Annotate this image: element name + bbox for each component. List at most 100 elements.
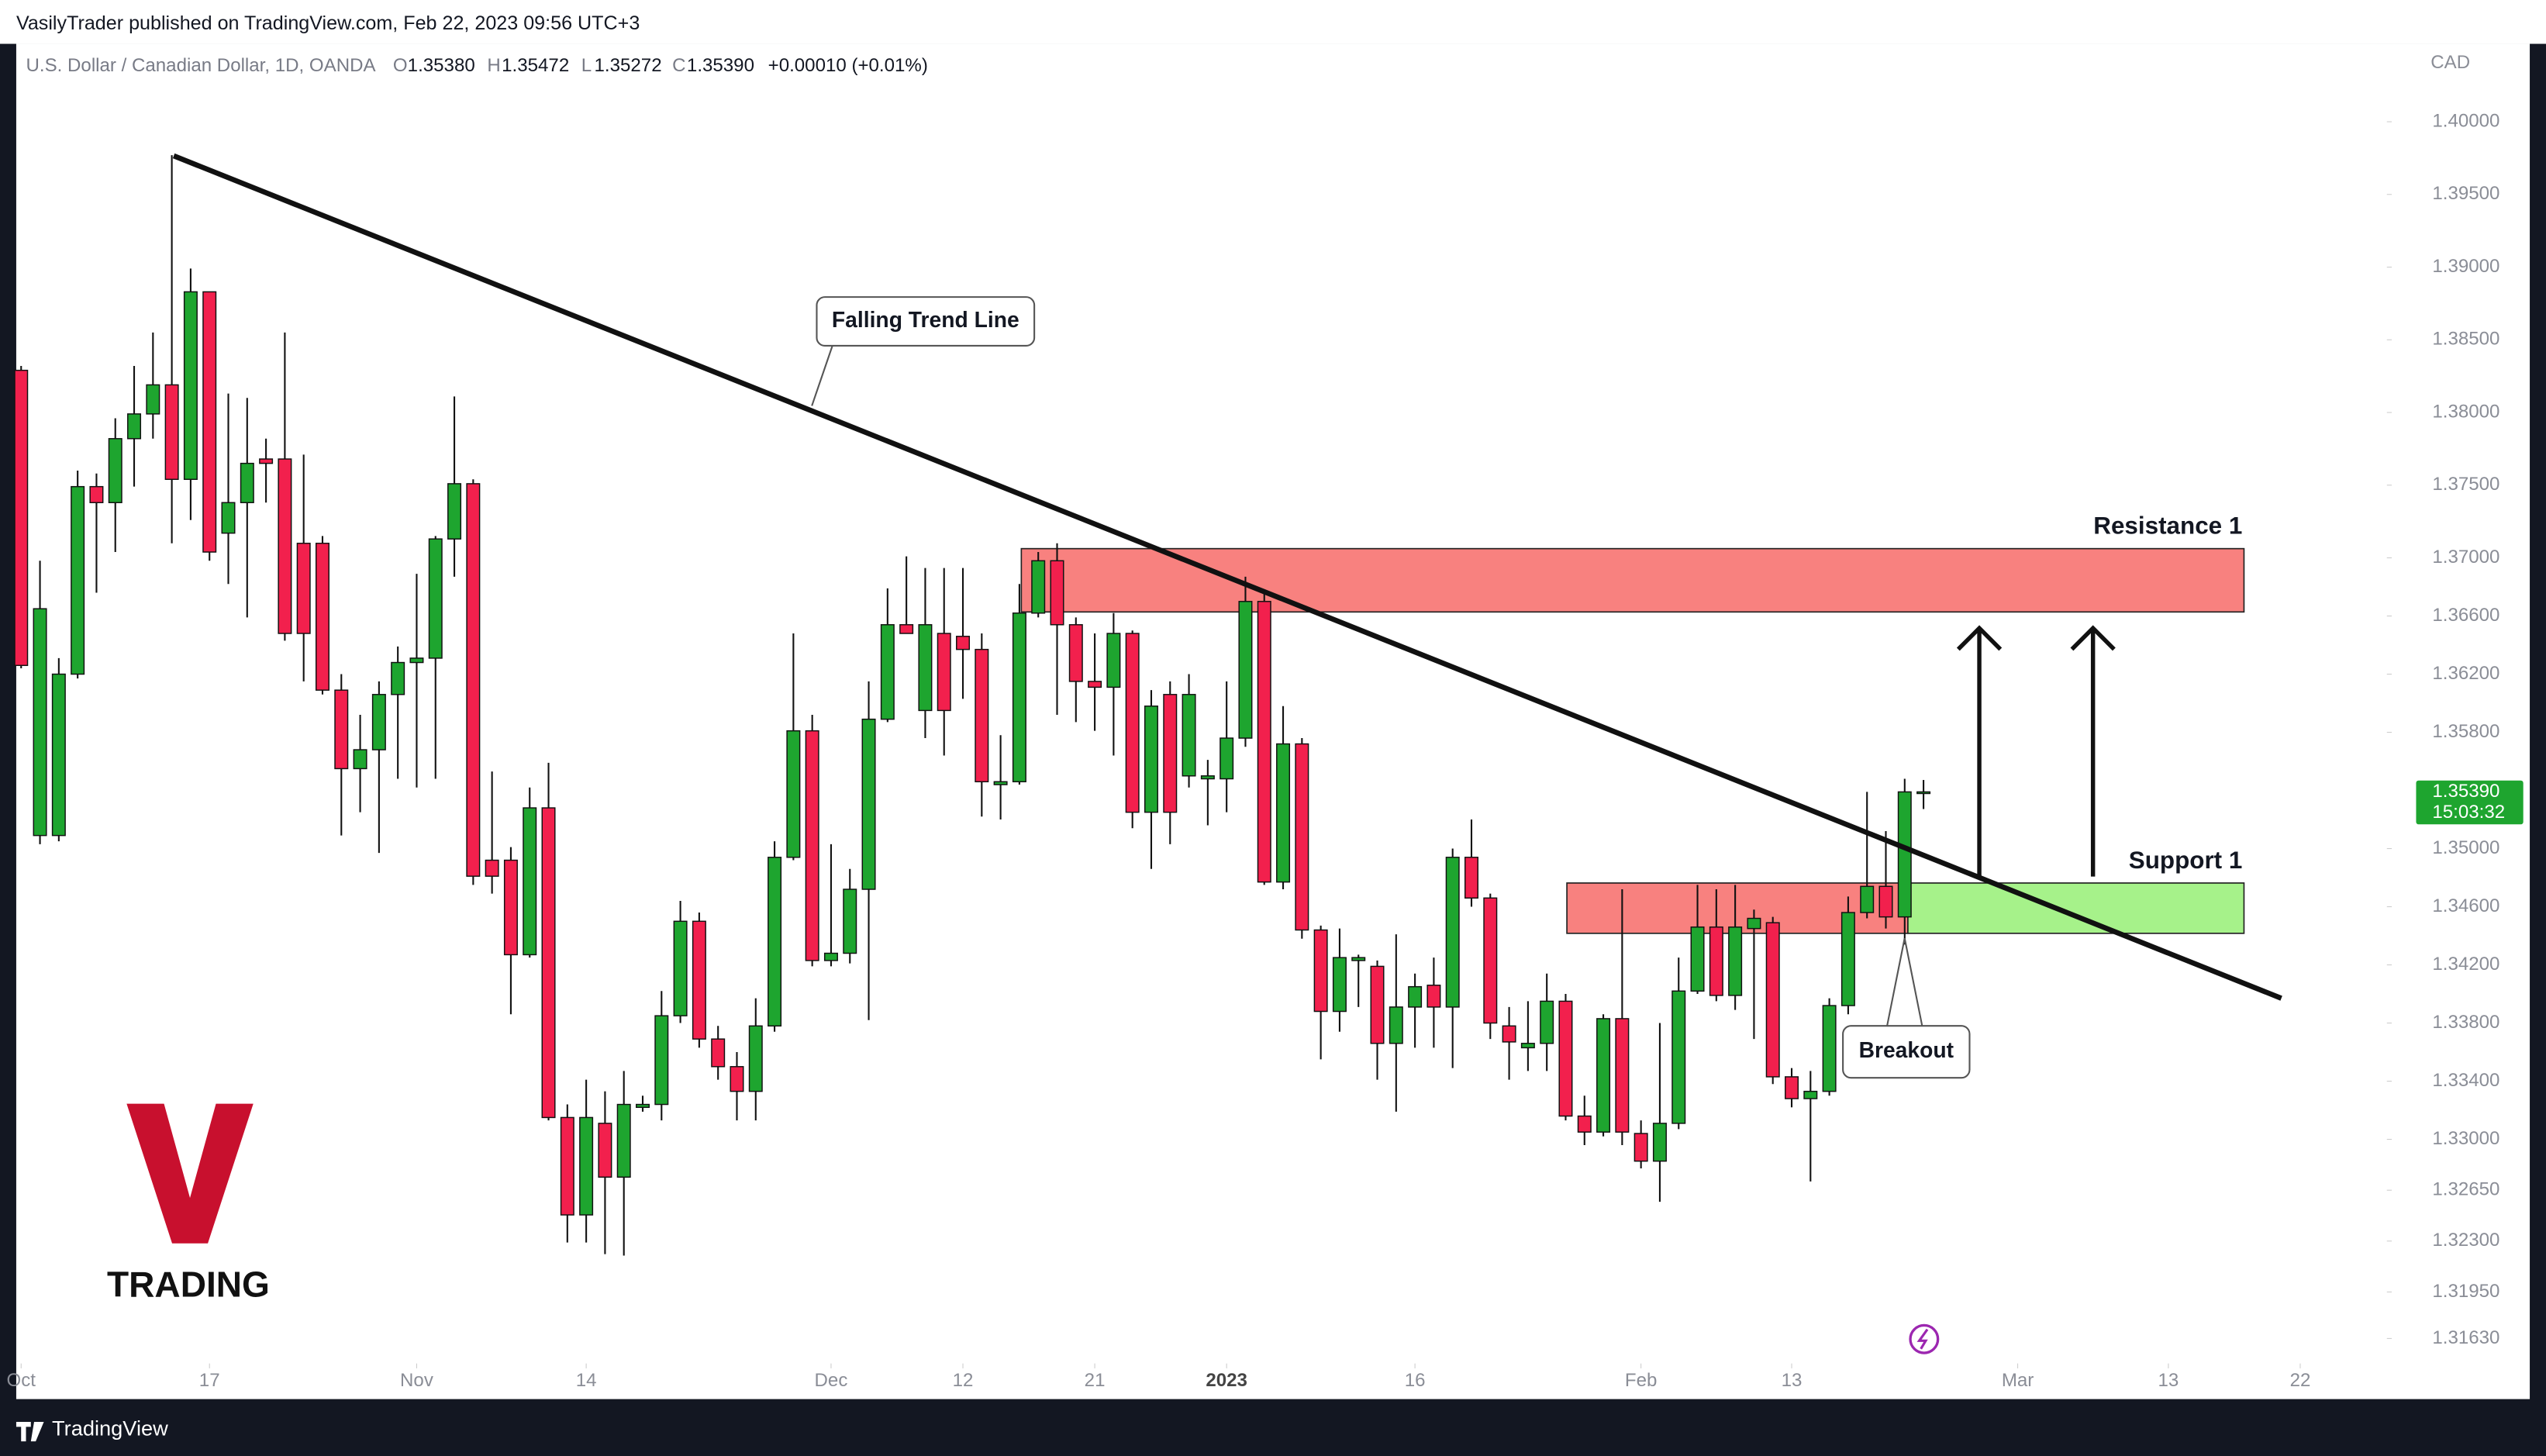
candle-body bbox=[975, 648, 989, 783]
candle-body bbox=[371, 694, 386, 750]
candle-body bbox=[1615, 1018, 1630, 1133]
price-label-value: 1.35390 bbox=[2432, 781, 2499, 802]
candle-body bbox=[1577, 1115, 1592, 1133]
candle-body bbox=[1313, 929, 1328, 1013]
candle-body bbox=[748, 1025, 763, 1092]
x-tick-label: Mar bbox=[2002, 1370, 2034, 1391]
c-value: 1.35390 bbox=[687, 55, 754, 76]
candle-body bbox=[560, 1116, 574, 1216]
candle-body bbox=[202, 291, 217, 553]
candle-body bbox=[880, 624, 895, 720]
candle-body bbox=[1652, 1123, 1667, 1162]
candle-body bbox=[1125, 633, 1140, 813]
candle-body bbox=[1520, 1043, 1535, 1049]
candle-body bbox=[503, 859, 518, 956]
candle-body bbox=[523, 807, 537, 956]
candle-body bbox=[1822, 1005, 1837, 1092]
candle-body bbox=[164, 384, 179, 481]
lightning-glyph bbox=[1916, 1328, 1929, 1350]
candle-body bbox=[1427, 985, 1441, 1008]
candle-body bbox=[127, 413, 142, 440]
candle-body bbox=[861, 718, 876, 890]
candle-body bbox=[1803, 1090, 1818, 1099]
price-label-box bbox=[2416, 780, 2524, 825]
candle-body bbox=[428, 538, 443, 659]
candle-body bbox=[1106, 633, 1121, 688]
change: +0.00010 (+0.01%) bbox=[768, 55, 928, 76]
x-tick-label: 22 bbox=[2290, 1370, 2311, 1391]
candle-body bbox=[51, 673, 66, 837]
candle-body bbox=[1916, 791, 1931, 795]
header-text: VasilyTrader published on TradingView.co… bbox=[16, 12, 640, 34]
candle-body bbox=[14, 369, 29, 667]
resistance-label: Resistance 1 bbox=[2093, 512, 2242, 540]
candle-body bbox=[71, 485, 85, 675]
x-tick-label: Feb bbox=[1625, 1370, 1658, 1391]
candle-body bbox=[1728, 926, 1743, 996]
support-label: Support 1 bbox=[2129, 847, 2243, 874]
candle-body bbox=[711, 1038, 726, 1068]
y-tick-label: 1.39000 bbox=[2432, 256, 2499, 277]
plot-background bbox=[16, 43, 2530, 1399]
callout-pointer bbox=[811, 343, 834, 406]
h-value: 1.35472 bbox=[502, 55, 569, 76]
candle-body bbox=[786, 730, 801, 858]
candle-body bbox=[1558, 1000, 1573, 1117]
candle-body bbox=[1163, 694, 1178, 813]
candle-body bbox=[1257, 601, 1271, 883]
candle-body bbox=[1785, 1076, 1799, 1099]
candles bbox=[14, 155, 1931, 1256]
candle-body bbox=[485, 859, 499, 877]
candle-body bbox=[33, 608, 47, 837]
candle-body bbox=[296, 543, 311, 634]
candle-body bbox=[1088, 681, 1102, 688]
legend: U.S. Dollar / Canadian Dollar, 1D, OANDA… bbox=[26, 55, 928, 76]
c-label: C bbox=[672, 55, 685, 76]
y-tick-label: 1.34200 bbox=[2432, 954, 2499, 975]
x-tick-label: 16 bbox=[1405, 1370, 1426, 1391]
o-label: O bbox=[393, 55, 408, 76]
logo-text: TRADING bbox=[107, 1264, 270, 1304]
candle-body bbox=[278, 458, 292, 634]
y-tick-label: 1.34600 bbox=[2432, 895, 2499, 916]
candle-body bbox=[409, 657, 424, 664]
candle-body bbox=[1765, 922, 1780, 1078]
y-tick-label: 1.33400 bbox=[2432, 1070, 2499, 1091]
y-tick-label: 1.37500 bbox=[2432, 474, 2499, 495]
logo-mark bbox=[126, 1103, 254, 1244]
candle-body bbox=[1200, 775, 1215, 780]
candle-body bbox=[1897, 791, 1912, 918]
candle-body bbox=[108, 438, 122, 504]
x-tick-label: Oct bbox=[7, 1370, 36, 1391]
lightning-icon[interactable] bbox=[1909, 1323, 1940, 1354]
support-zone-green bbox=[1907, 882, 2245, 934]
x-tick-label: Dec bbox=[815, 1370, 848, 1391]
x-tick-label: 21 bbox=[1085, 1370, 1106, 1391]
y-tick-label: 1.35800 bbox=[2432, 721, 2499, 742]
candle-body bbox=[315, 543, 329, 691]
candle-body bbox=[1144, 706, 1158, 813]
x-tick-label: 12 bbox=[953, 1370, 974, 1391]
candle-body bbox=[899, 624, 914, 634]
y-tick-label: 1.39500 bbox=[2432, 183, 2499, 204]
candle-body bbox=[1238, 601, 1253, 739]
callout-box bbox=[816, 296, 1036, 347]
candle-body bbox=[1747, 917, 1761, 930]
candle-body bbox=[956, 636, 971, 650]
y-tick-label: 1.33800 bbox=[2432, 1012, 2499, 1033]
y-tick-label: 1.38000 bbox=[2432, 401, 2499, 422]
x-tick-label: Nov bbox=[400, 1370, 433, 1391]
h-label: H bbox=[487, 55, 500, 76]
x-tick-label: 17 bbox=[199, 1370, 220, 1391]
candle-body bbox=[1276, 743, 1291, 883]
y-tick-label: 1.37000 bbox=[2432, 547, 2499, 568]
arrows bbox=[1956, 625, 2116, 877]
candle-body bbox=[447, 483, 462, 540]
callout-box bbox=[1842, 1025, 1971, 1079]
candle-body bbox=[89, 485, 104, 504]
footer-bar bbox=[0, 1399, 2546, 1456]
candle-body bbox=[1050, 560, 1064, 626]
candle-body bbox=[823, 952, 838, 961]
candle-body bbox=[673, 920, 688, 1016]
